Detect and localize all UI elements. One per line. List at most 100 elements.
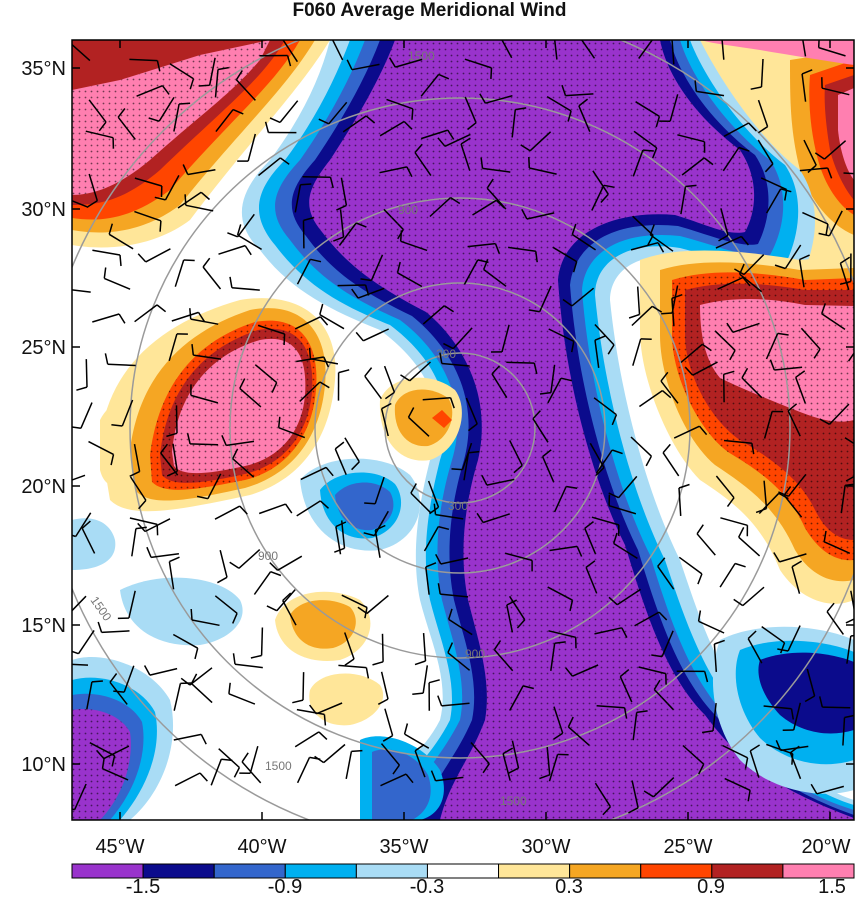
- negative-patches: [72, 458, 854, 820]
- wind-barb-flag: [748, 122, 757, 132]
- lon-label-20w: 20°W: [801, 836, 850, 858]
- wind-barb-shaft: [507, 246, 536, 253]
- wind-barb-flag: [428, 679, 440, 684]
- wind-barb-flag: [318, 118, 330, 125]
- wind-barb-flag: [236, 224, 242, 236]
- wind-barb-flag: [325, 466, 334, 477]
- wind-barb-flag: [447, 642, 454, 654]
- wind-barb-flag: [570, 341, 575, 353]
- wind-barb-shaft: [591, 516, 620, 526]
- wind-barb-flag: [450, 196, 461, 205]
- wind-barb-flag: [594, 335, 606, 341]
- wind-barb-shaft: [121, 399, 134, 427]
- wind-barb-shaft: [467, 242, 496, 248]
- wind-barb-shaft: [344, 437, 360, 463]
- wind-barb-shaft: [632, 149, 644, 177]
- wind-barbs: [72, 33, 854, 816]
- wind-barb-shaft: [128, 590, 136, 619]
- wind-barb-shaft: [501, 40, 513, 59]
- wind-barb-shaft: [379, 166, 408, 174]
- wind-barb-shaft: [160, 452, 179, 476]
- wind-barb-flag: [414, 143, 423, 153]
- wind-barb-flag: [672, 33, 682, 37]
- wind-barb-flag: [396, 261, 401, 273]
- wind-barb-shaft: [340, 520, 346, 549]
- wind-barb-flag: [738, 527, 745, 538]
- wind-barb-shaft: [214, 69, 219, 98]
- wind-barb-flag: [643, 790, 654, 798]
- wind-barb-flag: [826, 167, 833, 179]
- wind-barb-shaft: [117, 116, 136, 140]
- wind-barb-shaft: [828, 210, 843, 237]
- wind-barb-shaft: [134, 210, 162, 222]
- wind-barb-flag: [72, 534, 76, 538]
- wind-barb-shaft: [840, 485, 846, 514]
- wind-barb-flag: [110, 454, 115, 466]
- wind-barb-flag: [414, 660, 426, 666]
- wind-barb-flag: [714, 639, 725, 645]
- wind-barb-shaft: [713, 643, 718, 672]
- wind-barb-flag: [189, 308, 192, 320]
- wind-barb-shaft: [638, 389, 663, 408]
- wind-barb-flag: [718, 234, 729, 242]
- wind-barb-flag: [250, 654, 262, 659]
- wind-barb-shaft: [380, 773, 407, 787]
- wind-barb-shaft: [294, 316, 321, 330]
- wind-barb-flag: [194, 648, 199, 660]
- wind-barb-flag: [697, 573, 703, 585]
- wind-barb-shaft: [715, 235, 742, 249]
- wind-barb-shaft: [839, 262, 850, 291]
- wind-barb-shaft: [214, 505, 241, 520]
- wind-barb-shaft: [337, 284, 366, 287]
- wind-barb-shaft: [174, 259, 185, 287]
- wind-barb-flag: [703, 157, 714, 166]
- wind-barb-flag: [595, 467, 605, 476]
- wind-barb-flag: [571, 223, 577, 235]
- wind-barb-shaft: [591, 184, 605, 211]
- wind-barb-flag: [603, 184, 615, 189]
- wind-barb-shaft: [791, 566, 801, 594]
- wind-barb-flag: [567, 716, 574, 728]
- wind-barb-shaft: [397, 272, 423, 288]
- wind-barb-shaft: [553, 486, 567, 513]
- wind-barb-flag: [190, 673, 198, 684]
- lon-label-40w: 40°W: [237, 836, 286, 858]
- wind-barb-flag: [565, 667, 573, 677]
- wind-barb-flag: [232, 613, 238, 624]
- wind-barb-shaft: [506, 361, 535, 364]
- wind-barb-shaft: [632, 338, 642, 366]
- wind-barb-shaft: [422, 396, 451, 401]
- wind-barb-flag: [661, 390, 672, 399]
- wind-barb-flag: [410, 483, 417, 494]
- wind-barb-flag: [388, 57, 396, 68]
- wind-barb-flag: [91, 680, 103, 683]
- wind-barb-flag: [818, 232, 830, 237]
- wind-barb-shaft: [501, 324, 510, 353]
- wind-barb-shaft: [381, 633, 384, 662]
- wind-barb-flag: [451, 468, 463, 471]
- wind-barb-flag: [694, 80, 698, 92]
- wind-barb-flag: [698, 763, 705, 775]
- wind-barb-shaft: [239, 387, 262, 408]
- wind-barb-shaft: [532, 418, 549, 443]
- wind-barb-flag: [72, 808, 75, 811]
- wind-barb-flag: [154, 196, 166, 201]
- wind-barb-shaft: [486, 187, 507, 210]
- wind-barb-shaft: [787, 625, 801, 652]
- wind-barb-shaft: [717, 276, 744, 290]
- wind-barb-flag: [447, 129, 455, 140]
- wind-barb-shaft: [172, 633, 199, 649]
- positive-patches: [100, 377, 462, 726]
- wind-barb-shaft: [374, 476, 385, 504]
- wind-barb-shaft: [342, 115, 367, 133]
- wind-barb-shaft: [75, 512, 92, 537]
- wind-barb-flag: [239, 378, 246, 389]
- wind-barb-shaft: [631, 780, 639, 808]
- wind-barb-flag: [801, 69, 813, 75]
- wind-barb-flag: [374, 524, 386, 531]
- wind-barb-shaft: [189, 667, 213, 686]
- wind-barb-shaft: [235, 79, 256, 101]
- wind-barb-shaft: [749, 750, 760, 778]
- wind-barb-flag: [655, 116, 661, 128]
- wind-barb-flag: [191, 344, 195, 356]
